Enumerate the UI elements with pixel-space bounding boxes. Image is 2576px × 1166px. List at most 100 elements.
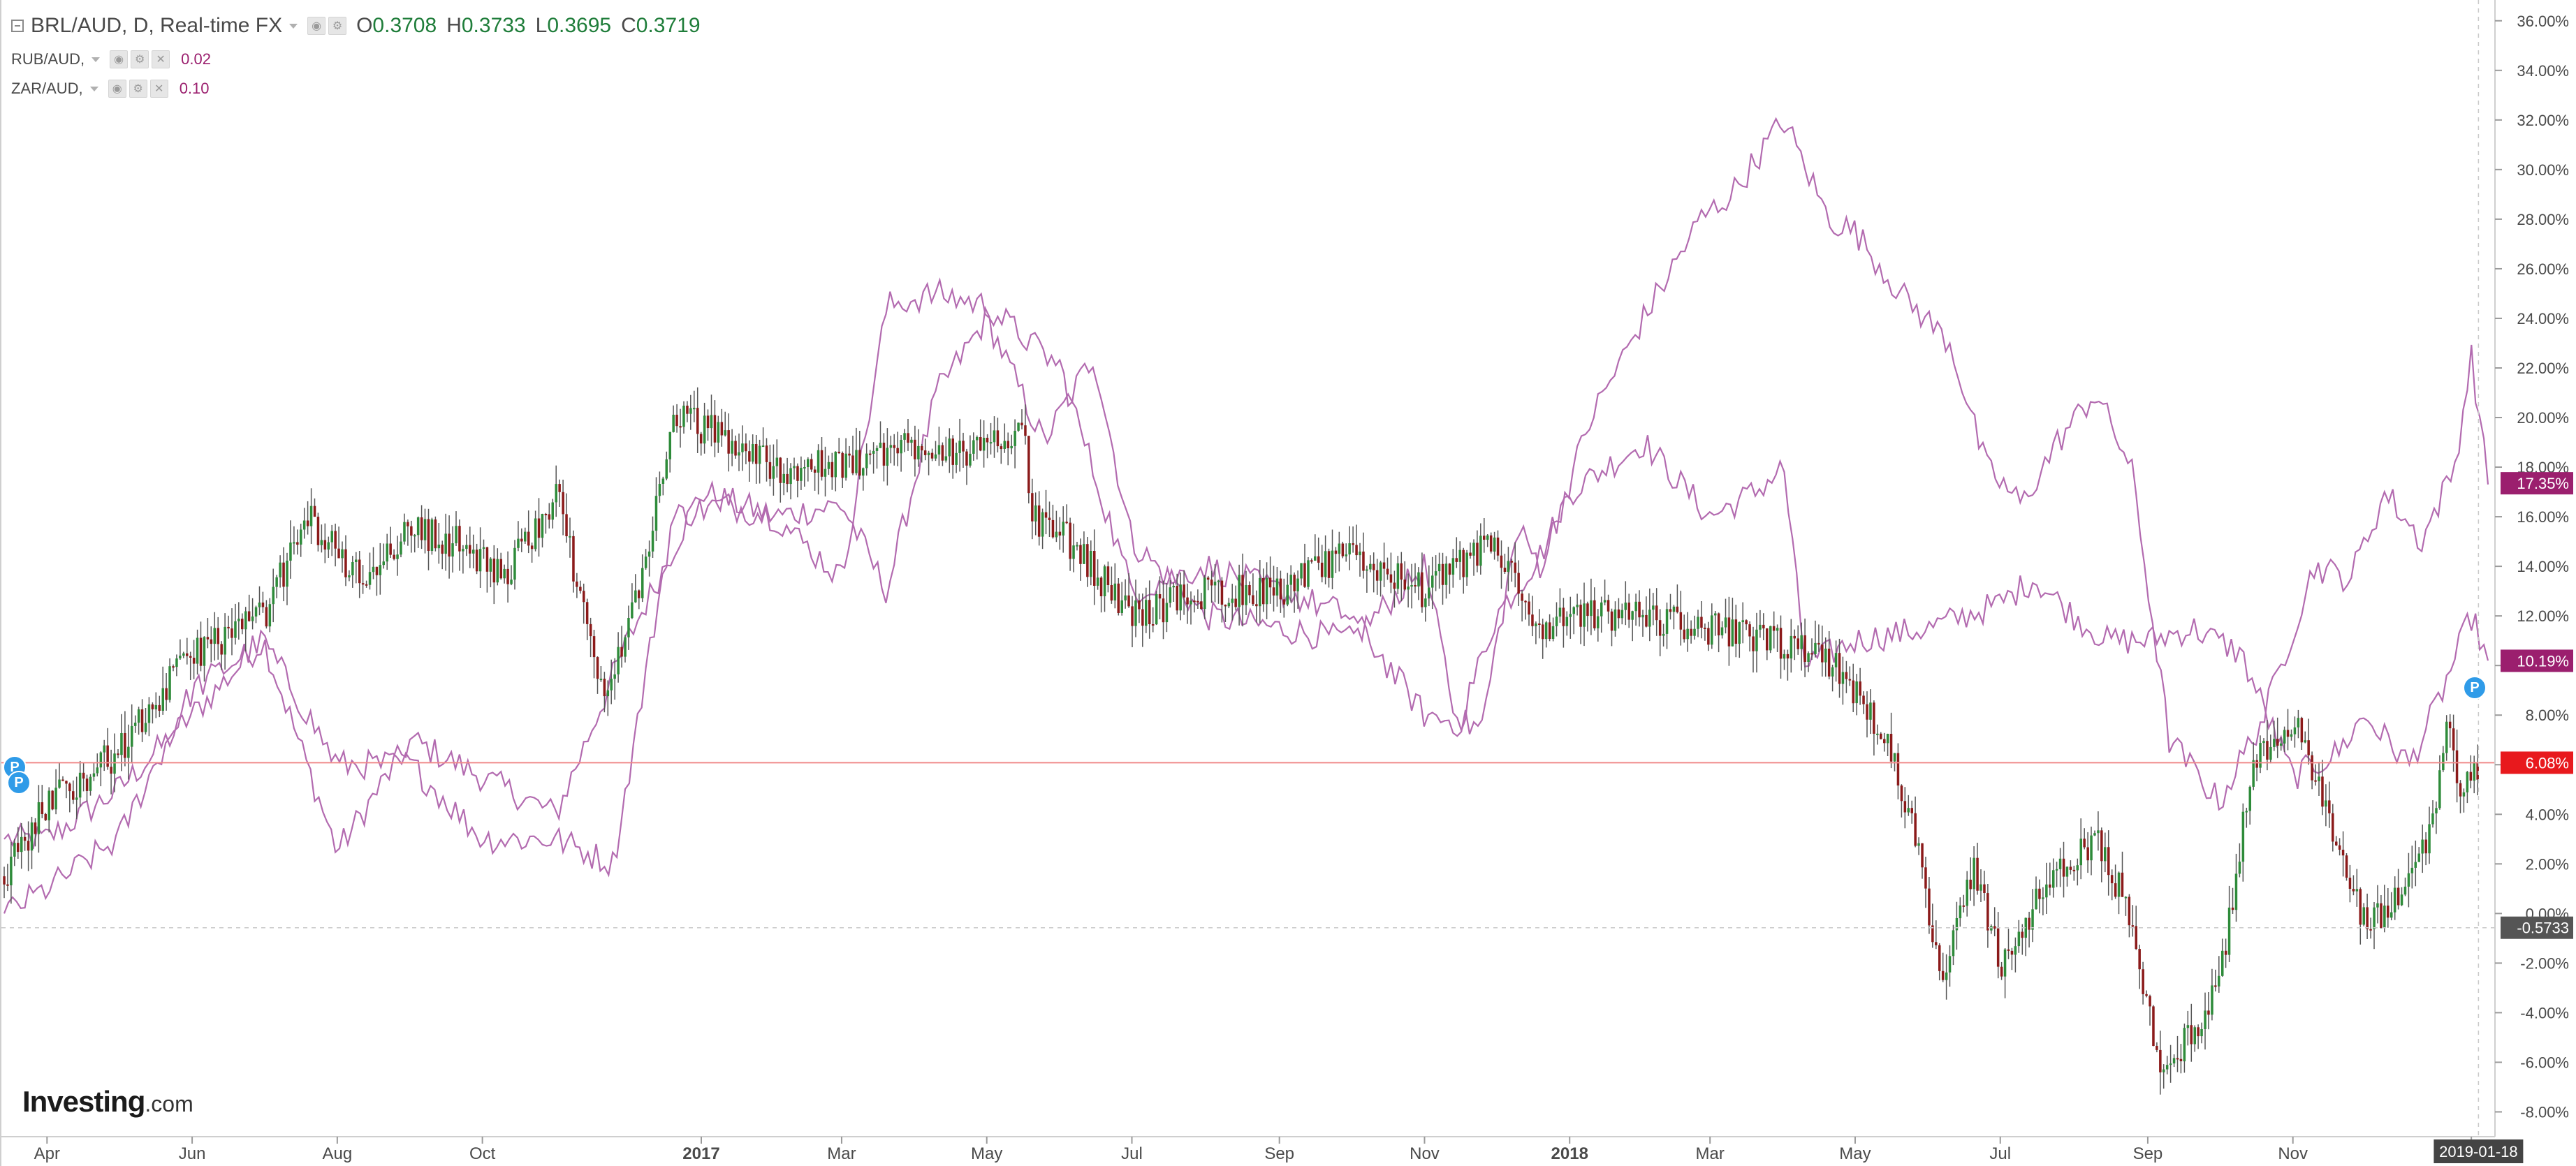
candle-body — [693, 408, 696, 410]
candle-body — [976, 437, 979, 441]
candle — [224, 613, 226, 670]
candle-body — [2114, 883, 2117, 897]
candle-body — [907, 433, 909, 443]
candle-body — [1907, 808, 1910, 813]
candle-body — [1437, 563, 1441, 572]
candle — [1921, 843, 1924, 879]
candle-body — [548, 514, 551, 520]
price-axis-background — [2495, 0, 2576, 1166]
candle-body — [1065, 522, 1068, 524]
candle — [1538, 609, 1541, 639]
candle — [710, 394, 713, 447]
candle-body — [1476, 543, 1479, 566]
candle — [2093, 830, 2096, 836]
candle-body — [917, 445, 920, 459]
candle — [420, 505, 423, 549]
candle — [300, 524, 302, 557]
candle — [1324, 535, 1327, 584]
eye-icon[interactable]: ◉ — [307, 17, 326, 35]
overlay-symbol-label[interactable]: RUB/AUD, — [11, 50, 85, 68]
chevron-down-icon[interactable] — [89, 86, 98, 91]
pin-marker-icon[interactable]: P — [7, 771, 31, 795]
candle — [1451, 549, 1455, 588]
candle — [482, 539, 485, 559]
candle-body — [1886, 734, 1889, 744]
candle — [2179, 1044, 2183, 1074]
candle-body — [2121, 872, 2124, 897]
candle — [172, 664, 175, 672]
candle-body — [1883, 739, 1886, 744]
overlay-symbol-label[interactable]: ZAR/AUD, — [11, 80, 83, 97]
main-legend[interactable]: BRL/AUD, D, Real-time FX ◉ ⚙ O 0.3708 H … — [11, 14, 703, 38]
candle — [1824, 637, 1827, 677]
candle-body — [1493, 537, 1496, 552]
candle — [58, 762, 61, 789]
candle-body — [1544, 622, 1548, 640]
candle — [1314, 534, 1317, 561]
candle-body — [1824, 649, 1827, 663]
candle-body — [879, 443, 882, 448]
overlay-legend-zar[interactable]: ZAR/AUD, ◉ ⚙ ✕ 0.10 — [11, 80, 210, 98]
price-tick-label: -4.00% — [2520, 1004, 2569, 1021]
candle-body — [675, 415, 678, 427]
candle-body — [2283, 730, 2286, 744]
candle — [682, 401, 685, 434]
candle — [133, 715, 137, 733]
candle — [27, 821, 30, 871]
candle — [585, 598, 589, 640]
close-icon[interactable]: ✕ — [152, 50, 170, 68]
eye-icon[interactable]: ◉ — [108, 80, 126, 98]
candle-body — [1017, 422, 1020, 431]
candle — [110, 749, 112, 795]
overlay-legend-rub[interactable]: RUB/AUD, ◉ ⚙ ✕ 0.02 — [11, 50, 211, 68]
candle-body — [2241, 811, 2245, 862]
candle — [1220, 577, 1224, 623]
candle — [2042, 887, 2044, 915]
candle — [182, 651, 185, 658]
gear-icon[interactable]: ⚙ — [129, 80, 147, 98]
candle-body — [1576, 605, 1579, 607]
pin-marker-icon[interactable]: P — [2463, 676, 2487, 700]
candle-body — [862, 468, 865, 476]
candle-body — [599, 679, 603, 681]
candle — [745, 433, 747, 464]
symbol-label[interactable]: BRL/AUD, D, Real-time FX — [31, 14, 283, 37]
candle-body — [989, 442, 993, 444]
candle-body — [192, 658, 196, 664]
candle-body — [1224, 605, 1227, 607]
candle — [472, 534, 475, 569]
candle — [1528, 593, 1530, 626]
chevron-down-icon[interactable] — [92, 57, 101, 62]
candle-body — [1548, 622, 1551, 639]
chevron-down-icon[interactable] — [289, 23, 298, 29]
candle — [2304, 731, 2306, 744]
candle — [969, 435, 972, 468]
candle-body — [1672, 606, 1676, 612]
candle — [727, 413, 730, 472]
close-icon[interactable]: ✕ — [149, 80, 168, 98]
candle-body — [1600, 602, 1603, 617]
candle-body — [165, 688, 168, 700]
candle-body — [2193, 1027, 2196, 1045]
candle — [914, 425, 916, 477]
gear-icon[interactable]: ⚙ — [328, 17, 347, 35]
collapse-legend-icon[interactable] — [11, 20, 24, 32]
candle — [754, 435, 758, 484]
candle-body — [448, 533, 451, 557]
candle — [2396, 869, 2400, 910]
candle — [551, 499, 554, 529]
gear-icon[interactable]: ⚙ — [131, 50, 149, 68]
candle — [1731, 598, 1734, 647]
candle-body — [441, 545, 444, 554]
candle — [2193, 1025, 2196, 1052]
candle-body — [1779, 628, 1783, 659]
eye-icon[interactable]: ◉ — [110, 50, 129, 68]
candle — [1613, 601, 1617, 637]
candle — [1227, 598, 1231, 609]
candle-body — [496, 559, 499, 583]
candle-body — [1120, 600, 1123, 613]
candle-body — [323, 540, 327, 550]
candle-body — [1058, 531, 1062, 536]
